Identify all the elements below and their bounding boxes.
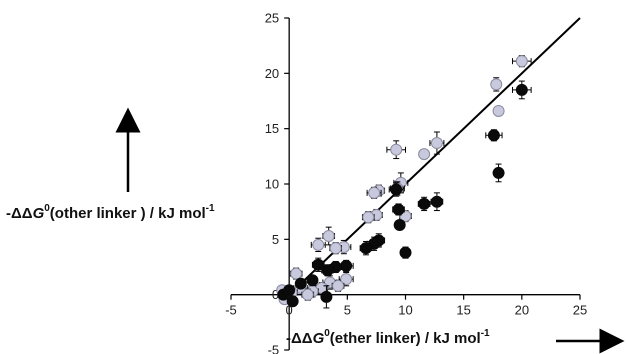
black-point xyxy=(399,246,412,259)
black-point-marker xyxy=(321,264,334,277)
grey-point xyxy=(418,148,431,161)
grey-point xyxy=(329,242,343,255)
y-tick-label: 15 xyxy=(265,121,279,136)
black-point-marker xyxy=(320,290,333,303)
grey-point-marker xyxy=(368,186,381,199)
y-tick-label: 20 xyxy=(265,66,279,81)
grey-point xyxy=(366,186,382,199)
y-tick-label: 10 xyxy=(265,177,279,192)
black-point-marker xyxy=(283,284,296,297)
x-tick-label: 10 xyxy=(398,303,412,318)
grey-point-marker xyxy=(418,148,431,161)
grey-point-marker xyxy=(340,273,353,286)
y-axis-title-sup0: 0 xyxy=(44,203,50,214)
black-point xyxy=(417,196,431,212)
black-point-marker xyxy=(399,246,412,259)
y-tick-label: 5 xyxy=(272,232,279,247)
x-tick-label: 20 xyxy=(515,303,529,318)
black-point-marker xyxy=(430,195,443,208)
black-point xyxy=(311,257,325,272)
grey-point xyxy=(492,104,505,117)
black-point xyxy=(320,285,333,309)
grey-point xyxy=(322,226,336,246)
black-point-marker xyxy=(286,295,299,308)
data-points xyxy=(276,55,532,309)
black-point xyxy=(393,218,406,231)
black-point xyxy=(512,80,532,100)
x-tick-label: 25 xyxy=(573,303,587,318)
grey-point xyxy=(289,267,303,280)
grey-point xyxy=(301,288,315,301)
black-point-marker xyxy=(340,259,353,272)
black-point-marker xyxy=(392,203,405,216)
grey-point-marker xyxy=(329,242,342,255)
y-axis-title: -ΔΔG0(other linker ) / kJ mol-1 xyxy=(6,203,215,222)
grey-point-marker xyxy=(492,104,505,117)
black-point xyxy=(306,274,319,287)
tick-labels: -5 0 5 10 15 20 25 -5 0 5 10 15 20 25 xyxy=(225,11,587,354)
grey-point-marker xyxy=(390,143,403,156)
black-point-marker xyxy=(312,258,325,271)
black-point-marker xyxy=(393,218,406,231)
y-axis-title-symbol: G xyxy=(33,205,45,222)
x-axis-title: -ΔΔG0(ether linker) / kJ mol-1 xyxy=(286,328,490,347)
black-point xyxy=(388,182,404,197)
grey-point-marker xyxy=(322,230,335,243)
x-tick-label: -5 xyxy=(225,303,237,318)
grey-point xyxy=(490,77,503,92)
black-point-marker xyxy=(487,129,500,142)
grey-point-marker xyxy=(515,55,528,68)
y-tick-label: 25 xyxy=(265,11,279,26)
y-tick-label: -5 xyxy=(268,343,280,354)
black-point xyxy=(283,284,296,297)
x-axis-title-symbol: G xyxy=(313,330,325,347)
y-axis-title-main: (other linker ) / kJ mol xyxy=(50,205,206,222)
grey-point xyxy=(429,131,445,155)
grey-point xyxy=(310,237,326,253)
black-point xyxy=(430,192,444,212)
black-point-marker xyxy=(515,83,528,96)
black-point xyxy=(286,295,299,308)
x-axis-title-sup1: -1 xyxy=(481,328,490,339)
black-point xyxy=(294,277,307,290)
black-point-marker xyxy=(492,166,505,179)
grey-point xyxy=(331,279,345,292)
black-point xyxy=(485,129,503,142)
grey-point-marker xyxy=(290,267,303,280)
y-axis-title-sup1: -1 xyxy=(206,203,215,214)
y-tick-label: 0 xyxy=(272,287,279,302)
x-tick-label: 5 xyxy=(344,303,351,318)
grey-point xyxy=(386,140,406,160)
black-point xyxy=(392,203,405,216)
grey-point xyxy=(361,211,375,224)
grey-point-marker xyxy=(430,137,443,150)
x-tick-label: 15 xyxy=(456,303,470,318)
black-point xyxy=(321,264,334,277)
x-tick-label: 0 xyxy=(286,303,293,318)
black-point-marker xyxy=(390,183,403,196)
black-point-marker xyxy=(294,277,307,290)
x-axis-title-prefix: -ΔΔ xyxy=(286,330,313,347)
grey-point-marker xyxy=(301,288,314,301)
y-axis-title-prefix: -ΔΔ xyxy=(6,205,33,222)
grey-point-marker xyxy=(362,211,375,224)
grey-point xyxy=(338,272,354,287)
black-point-marker xyxy=(359,242,372,255)
black-point xyxy=(492,163,505,183)
black-point-marker xyxy=(306,274,319,287)
black-point xyxy=(359,241,373,256)
grey-point xyxy=(512,55,532,68)
grey-point-marker xyxy=(332,279,345,292)
grey-point-marker xyxy=(312,238,325,251)
grey-point-marker xyxy=(490,78,503,91)
x-axis-title-sup0: 0 xyxy=(324,328,330,339)
black-point-marker xyxy=(418,197,431,210)
x-axis-title-main: (ether linker) / kJ mol xyxy=(330,330,481,347)
